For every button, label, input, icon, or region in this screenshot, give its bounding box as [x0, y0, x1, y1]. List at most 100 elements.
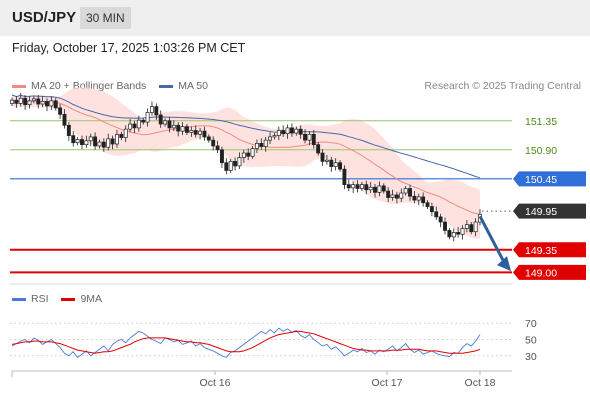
candle-body: [110, 138, 115, 145]
candle-body: [71, 135, 76, 144]
candle-body: [66, 124, 71, 136]
candle-body: [241, 152, 246, 158]
candle-body: [381, 185, 386, 192]
research-credit: Research © 2025 Trading Central: [424, 80, 581, 92]
timeframe-badge[interactable]: 30 MIN: [80, 7, 131, 29]
candle-body: [425, 202, 430, 207]
level-tag-text: 149.35: [525, 245, 557, 257]
candle-body: [106, 138, 111, 148]
candle-body: [176, 124, 181, 132]
level-tag-bg: [513, 242, 586, 258]
rsi-tick-70: 70: [525, 318, 537, 330]
candle-body: [320, 152, 325, 162]
level-label-0: 151.35: [525, 116, 557, 128]
candle-body: [268, 136, 273, 141]
candle-body: [145, 112, 150, 123]
level-tag-bg: [513, 264, 586, 280]
rsi-tick-50: 50: [525, 335, 537, 347]
candle-body: [14, 99, 19, 104]
candle-body: [180, 126, 185, 132]
level-tag-text: 150.45: [525, 174, 557, 186]
level-label-3: 149.95: [513, 203, 586, 219]
candle-body: [464, 224, 469, 229]
rsi-line: [11, 327, 481, 359]
candle-body: [429, 206, 434, 213]
candle-body: [158, 114, 163, 125]
legend-ma20-label: MA 20 + Bollinger Bands: [31, 80, 147, 92]
rsi-9ma-line: [11, 330, 481, 354]
level-label-4: 149.35: [513, 242, 586, 258]
candle-body: [136, 119, 141, 129]
candle-body: [237, 157, 242, 167]
candle-body: [469, 224, 474, 233]
candle-body: [62, 113, 67, 126]
candle-body: [31, 98, 36, 102]
rsi-tick-30: 30: [525, 351, 537, 363]
candle-body: [289, 127, 294, 134]
legend-ma20: MA 20 + Bollinger Bands: [12, 80, 146, 92]
candle-body: [373, 186, 377, 193]
level-tag-bg: [513, 203, 586, 219]
candle-body: [434, 211, 439, 218]
level-tag-text: 149.00: [525, 267, 557, 279]
level-label-2: 150.45: [513, 171, 586, 187]
x-tick-label: Oct 18: [465, 377, 496, 389]
candle-body: [460, 228, 465, 235]
candle-body: [456, 231, 461, 235]
9ma-swatch: [61, 297, 76, 301]
candle-body: [263, 139, 268, 147]
candle-body: [399, 192, 404, 199]
candle-body: [451, 231, 456, 238]
candle-body: [281, 130, 286, 135]
candle-body: [351, 184, 356, 189]
level-label-5: 149.00: [513, 264, 586, 280]
candle-body: [36, 98, 41, 105]
level-label-1: 150.90: [525, 145, 557, 157]
legend-ma50: MA 50: [159, 80, 208, 92]
candle-body: [403, 188, 408, 194]
candle-body: [128, 123, 133, 130]
report-timestamp: Friday, October 17, 2025 1:03:26 PM CET: [12, 41, 246, 55]
x-tick-label: Oct 17: [372, 377, 403, 389]
candle-body: [259, 143, 264, 147]
candle-body: [342, 168, 347, 185]
candle-body: [40, 101, 45, 105]
candle-body: [150, 106, 154, 113]
candle-body: [233, 161, 238, 167]
candle-body: [211, 139, 216, 147]
candle-body: [163, 120, 168, 125]
candle-body: [97, 141, 102, 147]
candle-body: [294, 128, 299, 134]
ma20-swatch: [12, 84, 26, 88]
legend-9ma-label: 9MA: [80, 293, 103, 305]
candle-body: [368, 186, 373, 191]
candle-body: [333, 162, 338, 167]
candle-body: [84, 140, 89, 146]
legend-rsi-label: RSI: [31, 293, 49, 305]
candle-body: [364, 184, 369, 191]
x-tick-label: Oct 16: [200, 377, 231, 389]
chart-header: USD/JPY 30 MIN: [0, 0, 590, 36]
candle-body: [329, 159, 334, 167]
candle-body: [189, 130, 194, 133]
candle-body: [45, 101, 49, 107]
candle-body: [246, 152, 251, 157]
candle-body: [447, 230, 452, 238]
candle-body: [80, 139, 84, 146]
candle-body: [132, 123, 137, 129]
price-legend: MA 20 + Bollinger Bands MA 50: [12, 80, 218, 92]
candle-body: [412, 195, 417, 201]
candle-body: [416, 196, 421, 201]
candle-body: [219, 149, 224, 164]
candle-body: [224, 162, 229, 171]
candle-body: [311, 133, 316, 146]
candle-body: [115, 133, 119, 145]
candle-body: [307, 133, 312, 141]
candle-body: [88, 136, 93, 142]
projection-arrow-head: [497, 256, 511, 272]
candle-body: [254, 143, 259, 149]
legend-ma50-label: MA 50: [178, 80, 208, 92]
candle-body: [324, 159, 329, 162]
candle-body: [285, 127, 290, 135]
